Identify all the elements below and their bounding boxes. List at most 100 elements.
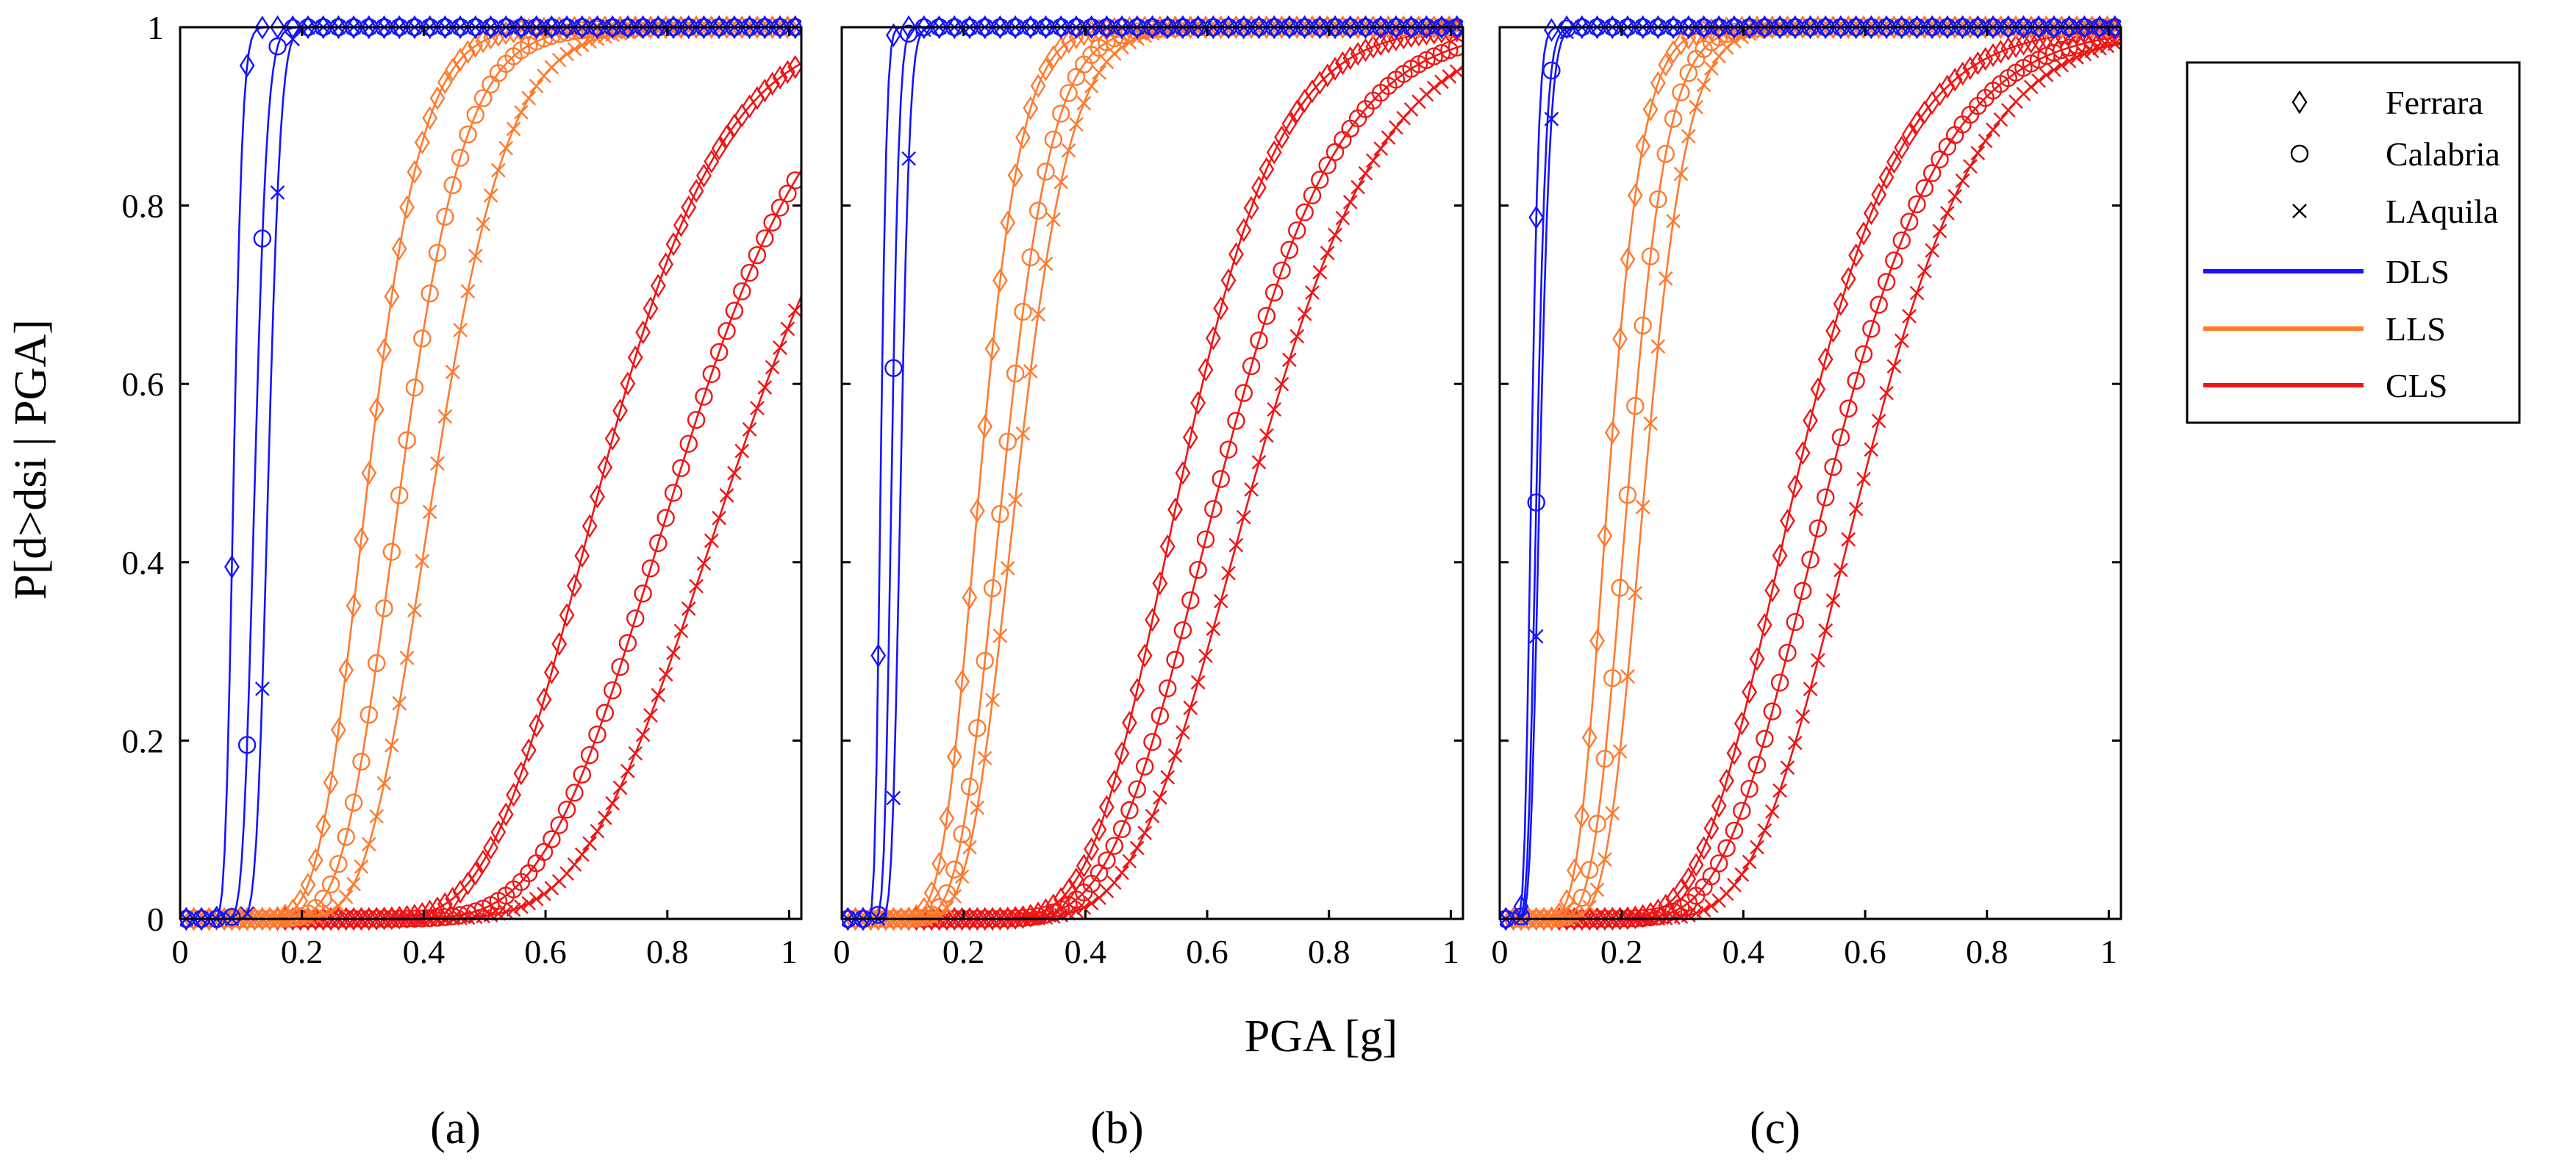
data-point [323, 904, 338, 920]
data-point [953, 825, 971, 844]
data-point [954, 669, 970, 694]
data-point [991, 505, 1009, 523]
data-point [886, 790, 901, 806]
series-cls-ferrara [842, 18, 1463, 931]
data-point [506, 783, 521, 807]
series-lls-ferrara [842, 15, 1463, 931]
data-point [1786, 613, 1804, 631]
data-point [1742, 679, 1758, 704]
data-point [666, 645, 681, 660]
data-point [551, 52, 567, 68]
data-point [1115, 40, 1129, 55]
data-point [1542, 61, 1561, 80]
data-point [1734, 867, 1750, 882]
data-point [1770, 673, 1789, 692]
data-point [565, 784, 584, 802]
data-point [557, 801, 576, 819]
legend-marker [2290, 144, 2309, 163]
data-point [1046, 212, 1061, 227]
y-axis-label: P[d>dsi | PGA] [6, 319, 56, 600]
data-point [2039, 68, 2054, 82]
legend-marker [2292, 204, 2307, 218]
panel-plot-area [842, 15, 1463, 931]
series-lls-ferrara [1500, 15, 2121, 931]
data-point [780, 321, 795, 337]
data-point [1679, 64, 1698, 82]
data-point [300, 873, 316, 897]
data-point [537, 887, 551, 901]
data-point [1831, 428, 1850, 447]
data-point [1864, 442, 1879, 457]
data-point [1311, 171, 1329, 189]
data-point [1879, 385, 1894, 401]
panel-2: 0 0.2 0.4 0.6 0.8 1 (b) [834, 15, 1464, 1153]
data-point [1848, 501, 1864, 517]
x-tick-label: 0.2 [1600, 933, 1643, 970]
panel-1: 0 0.2 0.4 0.6 0.8 1 0 0.2 0.4 0.6 0.8 1 (a) [122, 9, 803, 1153]
data-point [559, 866, 574, 881]
y-tick-label: 0.8 [122, 187, 165, 225]
data-point [620, 371, 636, 395]
data-point [253, 229, 272, 248]
data-point [1986, 122, 2000, 137]
series-cls-ferrara [180, 54, 801, 931]
data-point [1574, 803, 1590, 828]
data-point [1649, 190, 1667, 209]
data-point [1940, 206, 1955, 221]
data-point [338, 890, 354, 904]
data-point [651, 687, 666, 703]
data-point [1908, 195, 1926, 214]
data-point [733, 282, 751, 301]
data-point [962, 585, 978, 610]
data-point [1059, 84, 1078, 102]
data-point [1173, 621, 1192, 640]
data-point [1044, 903, 1063, 922]
data-point [1328, 227, 1342, 243]
data-point [506, 902, 521, 917]
data-point [1719, 40, 1734, 55]
data-point [2000, 37, 2017, 61]
data-point [1772, 543, 1788, 568]
data-point [1932, 223, 1947, 239]
data-point [673, 623, 689, 639]
data-point [1756, 612, 1772, 637]
data-point [1021, 248, 1040, 267]
data-point [1159, 534, 1176, 559]
data-point [559, 46, 574, 62]
data-point [321, 875, 340, 894]
data-point [1061, 29, 1077, 54]
data-point [695, 387, 713, 406]
data-point [1257, 307, 1276, 325]
data-point [1129, 678, 1145, 702]
data-point [1320, 246, 1335, 261]
data-point [1037, 162, 1055, 181]
x-tick-label: 0.4 [1722, 933, 1765, 970]
data-point [588, 725, 607, 744]
data-point [1909, 110, 1925, 135]
data-point [1808, 519, 1828, 537]
data-point [2037, 47, 2056, 65]
data-point [1206, 621, 1221, 637]
data-point [1589, 629, 1605, 654]
data-point [390, 486, 409, 505]
data-point [1251, 454, 1267, 470]
data-point [422, 504, 437, 520]
data-point [307, 848, 323, 873]
data-point [398, 431, 416, 450]
data-point [361, 461, 377, 485]
series-line [845, 26, 1463, 920]
legend-label: Ferrara [2386, 84, 2483, 121]
x-tick-label: 0.4 [1065, 933, 1107, 970]
data-point [1725, 821, 1744, 840]
data-point [1704, 898, 1719, 914]
data-point [1244, 482, 1259, 497]
data-point [567, 857, 582, 872]
data-point [1634, 316, 1652, 335]
series-dls-laquila [1500, 20, 2121, 926]
data-point [1894, 135, 1910, 160]
data-point [597, 455, 613, 479]
series-dls-calabria [1500, 18, 2121, 928]
data-point [1772, 783, 1787, 798]
data-point [1817, 347, 1833, 371]
legend-item-laquila: LAquila [2292, 193, 2498, 230]
